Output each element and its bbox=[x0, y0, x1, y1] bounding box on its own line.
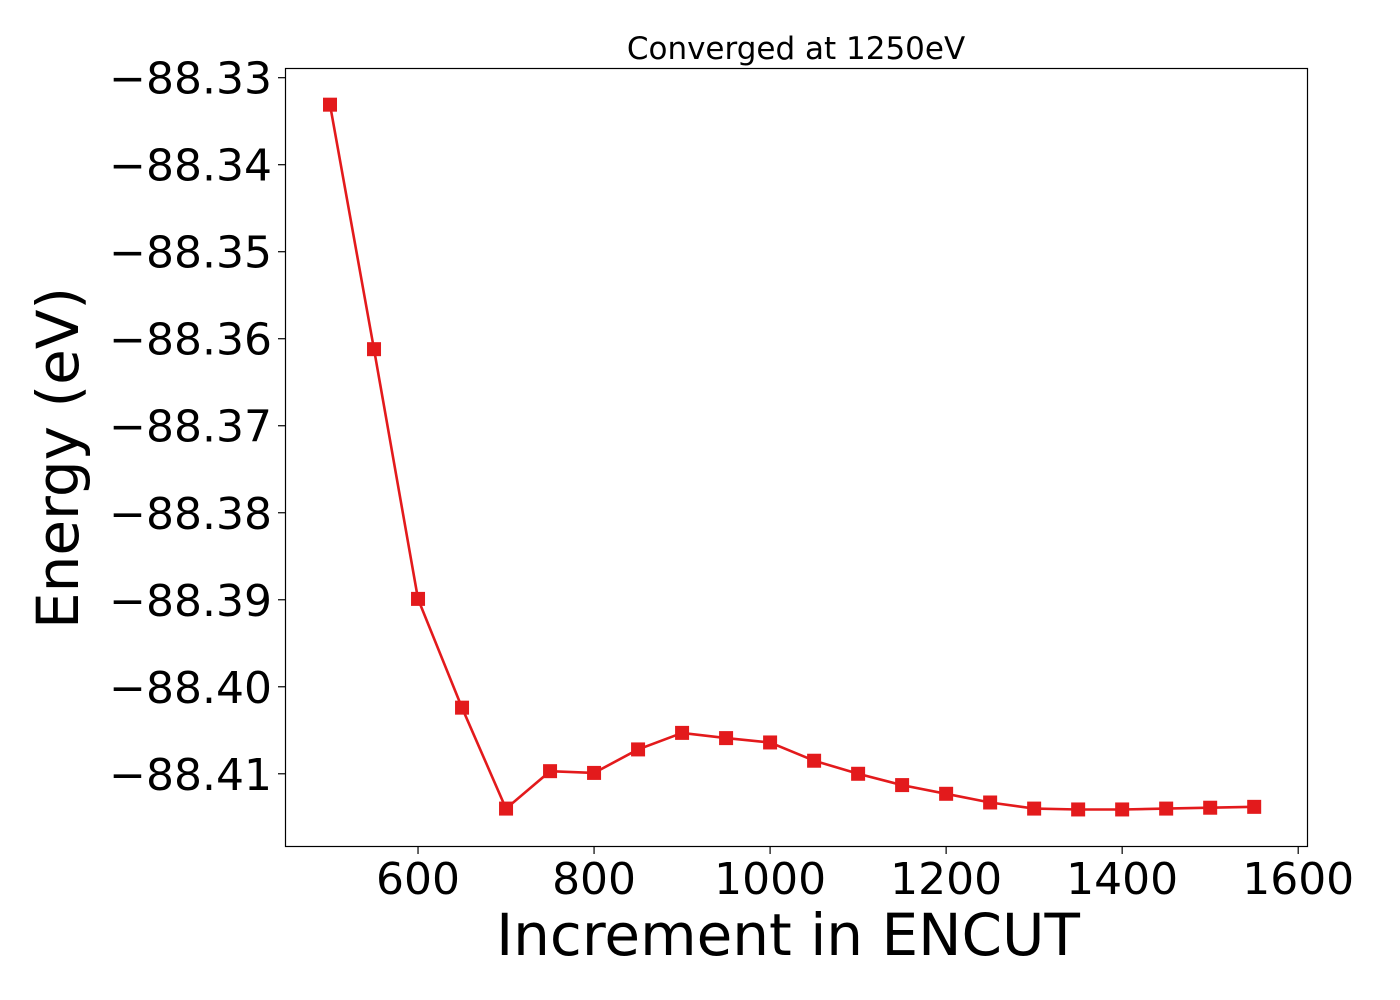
y-tick-label: −88.34 bbox=[109, 141, 272, 192]
series-layer bbox=[323, 97, 1262, 817]
data-point-marker bbox=[631, 742, 646, 757]
data-point-marker bbox=[1159, 801, 1174, 816]
x-tick-label: 1600 bbox=[1242, 854, 1354, 905]
y-tick-label: −88.38 bbox=[109, 489, 272, 540]
data-point-marker bbox=[983, 795, 998, 810]
data-point-marker bbox=[367, 342, 382, 357]
data-point-marker bbox=[323, 97, 338, 112]
data-point-marker bbox=[763, 735, 778, 750]
data-point-marker bbox=[675, 725, 690, 740]
data-point-marker bbox=[1115, 802, 1130, 817]
data-point-marker bbox=[1071, 802, 1086, 817]
data-point-marker bbox=[851, 766, 866, 781]
x-tick-label: 600 bbox=[376, 854, 460, 905]
x-tick-label: 1000 bbox=[714, 854, 826, 905]
y-tick-label: −88.35 bbox=[109, 228, 272, 279]
data-point-marker bbox=[719, 731, 734, 746]
x-tick-label: 1200 bbox=[890, 854, 1002, 905]
y-axis-label: Energy (eV) bbox=[24, 287, 92, 629]
data-point-marker bbox=[543, 764, 558, 779]
data-point-marker bbox=[587, 765, 602, 780]
data-point-marker bbox=[807, 753, 822, 768]
data-point-marker bbox=[895, 778, 910, 793]
y-tick-label: −88.41 bbox=[109, 750, 272, 801]
data-point-marker bbox=[1027, 801, 1042, 816]
x-axis: 600 800 1000 1200 1400 1600 bbox=[376, 846, 1354, 905]
y-tick-label: −88.37 bbox=[109, 402, 272, 453]
x-tick-label: 800 bbox=[552, 854, 636, 905]
y-tick-label: −88.39 bbox=[109, 576, 272, 627]
chart-title: Converged at 1250eV bbox=[627, 31, 965, 67]
data-point-marker bbox=[939, 786, 954, 801]
data-point-marker bbox=[1247, 799, 1262, 814]
x-axis-label: Increment in ENCUT bbox=[496, 901, 1080, 969]
y-axis: −88.33 −88.34 −88.35 −88.36 −88.37 −88.38 −88.… bbox=[109, 54, 286, 801]
data-point-marker bbox=[499, 801, 514, 816]
data-point-marker bbox=[455, 700, 470, 715]
y-tick-label: −88.40 bbox=[109, 663, 272, 714]
x-tick-label: 1400 bbox=[1066, 854, 1178, 905]
data-point-marker bbox=[1203, 800, 1218, 815]
y-tick-label: −88.36 bbox=[109, 315, 272, 366]
data-point-marker bbox=[411, 591, 426, 606]
plot-area-frame bbox=[284, 67, 1309, 848]
y-tick-label: −88.33 bbox=[109, 54, 272, 105]
series-line bbox=[328, 104, 1255, 811]
